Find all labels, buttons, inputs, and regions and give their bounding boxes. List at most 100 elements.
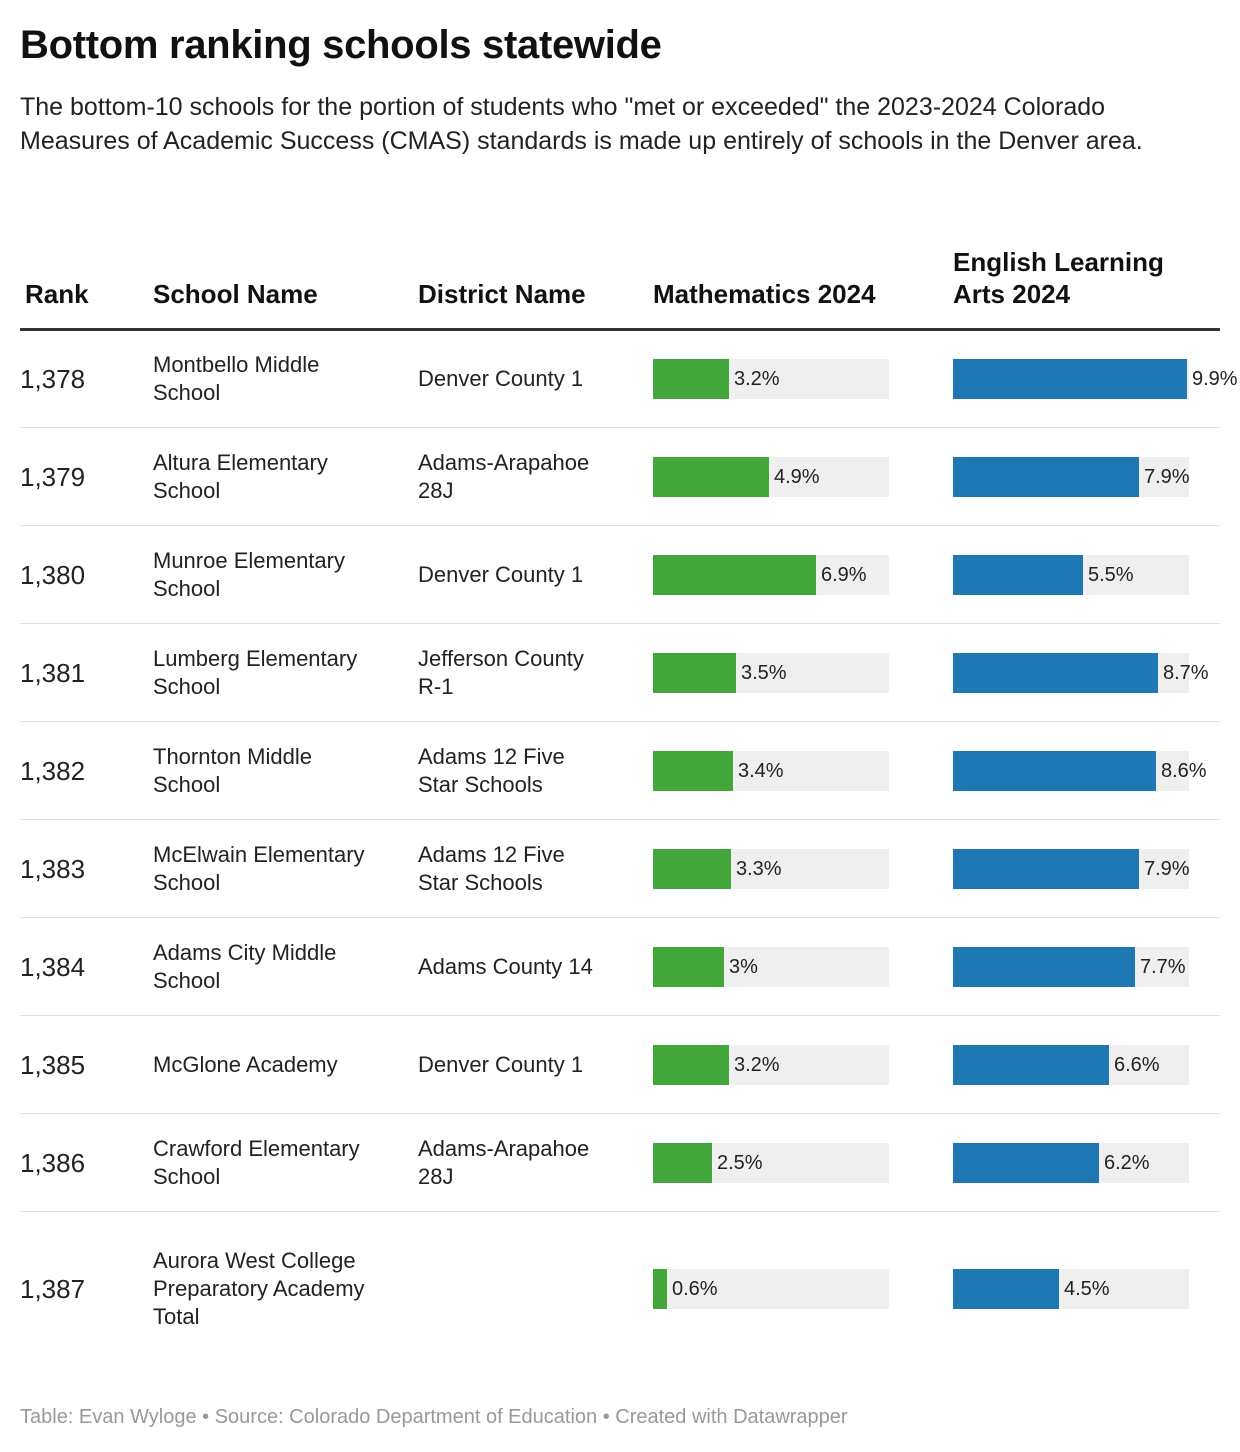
ela-bar-track: 7.7% (953, 946, 1189, 987)
math-value-label: 3.5% (741, 661, 787, 684)
table-row: 1,382 Thornton Middle School Adams 12 Five… (20, 721, 1220, 820)
header-school-name[interactable]: School Name (153, 246, 418, 331)
math-value-label: 3.2% (734, 368, 780, 390)
table-row: 1,379 Altura Elementary School Adams-Arapa… (20, 427, 1220, 526)
math-cell: 3% (653, 917, 953, 1016)
ela-bar (953, 652, 1158, 693)
table-row: 1,381 Lumberg Elementary School Jefferson … (20, 623, 1220, 722)
math-bar (653, 750, 733, 791)
math-bar (653, 456, 769, 497)
math-bar-track: 3.3% (653, 848, 889, 889)
ela-value-label: 9.9% (1192, 368, 1238, 390)
chart-title: Bottom ranking schools statewide (20, 23, 662, 67)
rank-cell: 1,387 (20, 1273, 86, 1304)
ela-value-label: 6.2% (1104, 1151, 1150, 1174)
ela-cell: 4.5% (953, 1212, 1220, 1366)
table-row: 1,386 Crawford Elementary School Adams-Ara… (20, 1113, 1220, 1212)
ela-bar (953, 359, 1187, 399)
rank-cell: 1,384 (20, 917, 153, 1016)
math-cell: 3.2% (653, 1015, 953, 1114)
school-name-cell: Lumberg Elementary School (153, 623, 418, 722)
header-ela-2024[interactable]: English Learning Arts 2024 (953, 246, 1220, 331)
school-name-cell: Munroe Elementary School (153, 525, 418, 624)
ela-cell: 9.9% (953, 329, 1238, 428)
header-rank[interactable]: Rank (20, 246, 153, 331)
rank-cell: 1,386 (20, 1113, 153, 1212)
district-name-cell: Denver County 1 (418, 329, 653, 428)
ela-bar-track: 5.5% (953, 554, 1189, 595)
header: Bottom ranking schools statewide The bot… (20, 22, 1220, 158)
rank-cell: 1,382 (20, 721, 153, 820)
ela-cell: 7.9% (953, 819, 1220, 918)
math-value-label: 3% (729, 955, 758, 978)
math-value-label: 2.5% (717, 1151, 763, 1174)
ela-bar (953, 1044, 1109, 1085)
ela-value-label: 7.9% (1144, 857, 1190, 880)
rank-cell: 1,380 (20, 525, 153, 624)
math-bar-track: 3% (653, 946, 889, 987)
table-body: 1,378 Montbello Middle School Denver Count… (20, 329, 1238, 1366)
math-bar (653, 359, 729, 399)
district-name-cell: Adams 12 Five Star Schools (418, 819, 653, 918)
table-row: 1,378 Montbello Middle School Denver Count… (20, 329, 1238, 428)
math-bar-track: 0.6% (653, 1268, 889, 1309)
math-value-label: 0.6% (672, 1277, 718, 1300)
ela-cell: 5.5% (953, 525, 1220, 624)
ela-cell: 8.6% (953, 721, 1220, 820)
table-row: 1,385 McGlone Academy Denver County 1 3.2% 6… (20, 1015, 1220, 1114)
ela-bar (953, 750, 1156, 791)
header-mathematics-2024[interactable]: Mathematics 2024 (653, 246, 953, 331)
table-row: 1,380 Munroe Elementary School Denver Coun… (20, 525, 1220, 624)
math-value-label: 3.4% (738, 759, 784, 782)
math-value-label: 6.9% (821, 563, 867, 586)
school-name-cell: McElwain Elementary School (153, 819, 418, 918)
school-name-cell: Aurora West College Preparatory Academy … (153, 1247, 365, 1329)
rank-cell: 1,379 (20, 427, 153, 526)
ela-value-label: 4.5% (1064, 1277, 1110, 1300)
ela-bar-track: 6.2% (953, 1142, 1189, 1183)
ela-cell: 7.7% (953, 917, 1220, 1016)
school-name-cell: McGlone Academy (153, 1015, 418, 1114)
ela-cell: 6.2% (953, 1113, 1220, 1212)
math-bar-track: 3.2% (653, 1044, 889, 1085)
rank-cell: 1,385 (20, 1015, 153, 1114)
math-cell: 2.5% (653, 1113, 953, 1212)
ela-bar-track: 8.6% (953, 750, 1207, 791)
math-cell: 3.2% (653, 329, 953, 428)
math-bar-track: 2.5% (653, 1142, 889, 1183)
ela-value-label: 7.9% (1144, 465, 1190, 488)
ela-cell: 8.7% (953, 623, 1220, 722)
ela-bar-track: 4.5% (953, 1268, 1189, 1309)
ela-value-label: 5.5% (1088, 563, 1134, 586)
ela-value-label: 7.7% (1140, 955, 1186, 978)
district-name-cell (418, 1212, 653, 1366)
source-footer: Table: Evan Wyloge • Source: Colorado De… (20, 1406, 848, 1428)
ela-value-label: 8.6% (1161, 759, 1207, 782)
math-value-label: 3.2% (734, 1053, 780, 1076)
math-bar (653, 848, 731, 889)
ela-bar (953, 1268, 1059, 1309)
chart-subtitle: The bottom-10 schools for the portion of… (20, 93, 1143, 155)
header-district-name[interactable]: District Name (418, 246, 653, 331)
math-bar (653, 1142, 712, 1183)
math-bar-track: 4.9% (653, 456, 889, 497)
ela-bar (953, 554, 1083, 595)
ela-bar (953, 946, 1135, 987)
district-name-cell: Denver County 1 (418, 525, 653, 624)
school-name-cell: Thornton Middle School (153, 721, 418, 820)
district-name-cell: Adams-Arapahoe 28J (418, 427, 653, 526)
rank-cell: 1,378 (20, 329, 153, 428)
math-cell: 3.4% (653, 721, 953, 820)
math-bar (653, 1268, 667, 1309)
table-header-row: Rank School Name District Name Mathemati… (20, 246, 1220, 331)
ela-value-label: 6.6% (1114, 1053, 1160, 1076)
ela-bar (953, 1142, 1099, 1183)
math-value-label: 3.3% (736, 857, 782, 880)
school-name-cell: Adams City Middle School (153, 917, 418, 1016)
math-cell: 0.6% (653, 1212, 953, 1366)
math-cell: 4.9% (653, 427, 953, 526)
district-name-cell: Adams County 14 (418, 917, 653, 1016)
school-name-cell: Altura Elementary School (153, 427, 418, 526)
math-cell: 3.5% (653, 623, 953, 722)
ela-bar-track: 7.9% (953, 456, 1190, 497)
